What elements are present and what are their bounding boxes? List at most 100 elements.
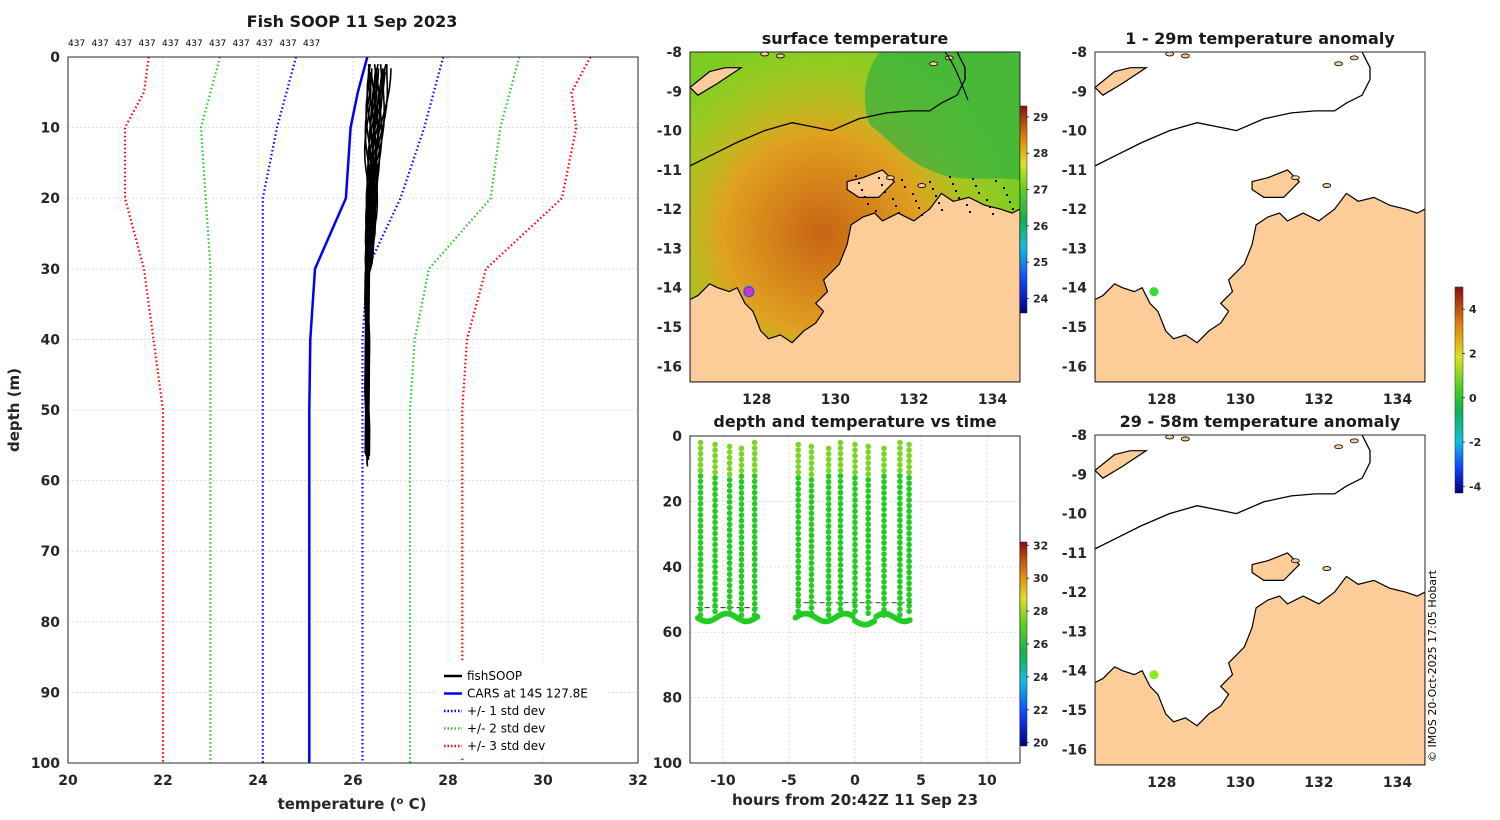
profile-sample-dot	[751, 450, 758, 457]
anomaly-shallow-title: 1 - 29m temperature anomaly	[1125, 29, 1395, 48]
islet	[1290, 175, 1300, 181]
profile-sample-dot	[795, 475, 802, 481]
profile-sample-dot	[726, 454, 733, 461]
profile-sample-dot	[837, 595, 844, 601]
profile-sample-dot	[865, 549, 871, 555]
profile-sample-dot	[837, 484, 844, 490]
anomaly-shallow-panel: 1 - 29m temperature anomaly 128 130 132 134…	[1062, 29, 1482, 493]
profile-sample-dot	[897, 445, 903, 451]
profile-sample-dot	[726, 460, 733, 466]
profile-sample-dot	[881, 534, 887, 541]
profile-sample-dot	[837, 523, 844, 529]
profile-sample-dot	[726, 465, 733, 472]
map-ytick-label: -10	[1062, 507, 1088, 523]
profile-sample-dot	[852, 569, 858, 576]
colorbar-tick-label: 24	[1033, 292, 1049, 305]
profile-sample-dot	[837, 584, 844, 590]
profile-sample-dot	[865, 593, 871, 600]
profile-count-label: 437	[303, 39, 320, 49]
profile-sample-dot	[697, 450, 704, 457]
depth-time-ytick-label: 60	[663, 625, 683, 641]
profile-sample-dot	[697, 467, 704, 474]
profile-sample-dot	[906, 558, 912, 565]
profile-sample-dot	[738, 506, 745, 513]
profile-sample-dot	[738, 495, 745, 502]
profile-ytick-label: 0	[50, 50, 60, 66]
profile-sample-dot	[808, 527, 815, 533]
islet	[1334, 61, 1343, 67]
profile-sample-dot	[852, 469, 858, 476]
profile-sample-dot	[906, 530, 912, 537]
profile-count-label: 437	[162, 39, 179, 49]
map-xtick-label: 130	[821, 392, 850, 408]
profile-sample-dot	[751, 512, 758, 518]
profile-sample-dot	[881, 562, 887, 568]
profile-sample-dot	[906, 458, 912, 464]
anomaly-deep-title: 29 - 58m temperature anomaly	[1120, 412, 1401, 431]
profile-count-label: 437	[139, 39, 156, 49]
profile-sample-dot	[865, 527, 871, 533]
bottom-sample-dot	[871, 618, 878, 625]
profile-sample-dot	[726, 582, 733, 589]
profile-sample-dot	[825, 478, 832, 485]
profile-sample-dot	[697, 595, 704, 601]
profile-sample-dot	[837, 562, 844, 568]
profile-sample-dot	[712, 508, 718, 515]
islet	[929, 61, 938, 67]
map-ytick-label: -13	[657, 241, 682, 257]
coast-speckle	[1006, 194, 1008, 196]
map-ytick-label: -13	[1062, 241, 1087, 257]
profile-sample-dot	[795, 463, 802, 470]
sst-panel: surface temperature 128 130 132 134 -8 -9 -10 -…	[657, 29, 1049, 408]
profile-sample-dot	[697, 445, 704, 451]
profile-sample-dot	[825, 445, 832, 452]
profile-sample-dot	[865, 543, 871, 550]
island	[1095, 450, 1149, 479]
profile-sample-dot	[881, 490, 887, 496]
profile-ytick-label: 60	[41, 474, 61, 490]
profile-sample-dot	[825, 473, 832, 480]
colorbar-tick-label: 2	[1469, 347, 1477, 360]
profile-sample-dot	[865, 510, 871, 516]
profile-sample-dot	[712, 564, 718, 570]
profile-sample-dot	[697, 556, 704, 563]
map-xtick-label: 128	[1147, 775, 1176, 791]
profile-sample-dot	[906, 513, 912, 520]
map-xtick-label: 128	[742, 392, 771, 408]
profile-sample-dot	[808, 538, 815, 544]
profile-sample-dot	[808, 571, 815, 578]
profile-sample-dot	[738, 540, 745, 546]
coast-speckle	[878, 177, 880, 179]
island	[846, 169, 896, 198]
profile-sample-dot	[795, 569, 802, 576]
profile-sample-dot	[712, 597, 718, 603]
depth-time-xtick-label: -10	[710, 773, 736, 789]
profile-sample-dot	[808, 493, 815, 500]
profile-xtick-label: 30	[533, 773, 553, 789]
profile-sample-dot	[712, 452, 718, 459]
anomaly-shallow-frame	[1094, 51, 1426, 383]
profile-sample-dot	[808, 582, 815, 589]
profile-sample-dot	[808, 599, 815, 605]
profile-sample-dot	[751, 478, 758, 485]
profile-sample-dot	[825, 534, 832, 541]
profile-sample-dot	[738, 523, 745, 530]
profile-sample-dot	[825, 562, 832, 568]
profile-counts: 437 437 437 437 437 437 437 437 437 437 437	[68, 39, 320, 49]
map-ytick-label: -13	[1062, 624, 1087, 640]
coast-speckle	[995, 180, 997, 182]
profile-sample-dot	[751, 445, 758, 451]
profile-sample-dot	[795, 586, 802, 592]
profile-sample-dot	[837, 467, 844, 474]
profile-sample-dot	[897, 450, 903, 457]
profile-sample-dot	[712, 469, 718, 476]
map-ytick-label: -10	[1062, 124, 1088, 140]
map-xtick-label: 128	[1147, 392, 1176, 408]
profile-sample-dot	[852, 530, 858, 537]
coast-speckle	[875, 210, 877, 212]
std-dev-lower-line	[261, 56, 298, 763]
profile-sample-dot	[825, 595, 832, 602]
map-xtick-label: 132	[899, 392, 928, 408]
profile-sample-dot	[906, 569, 912, 576]
profile-sample-dot	[712, 586, 718, 592]
